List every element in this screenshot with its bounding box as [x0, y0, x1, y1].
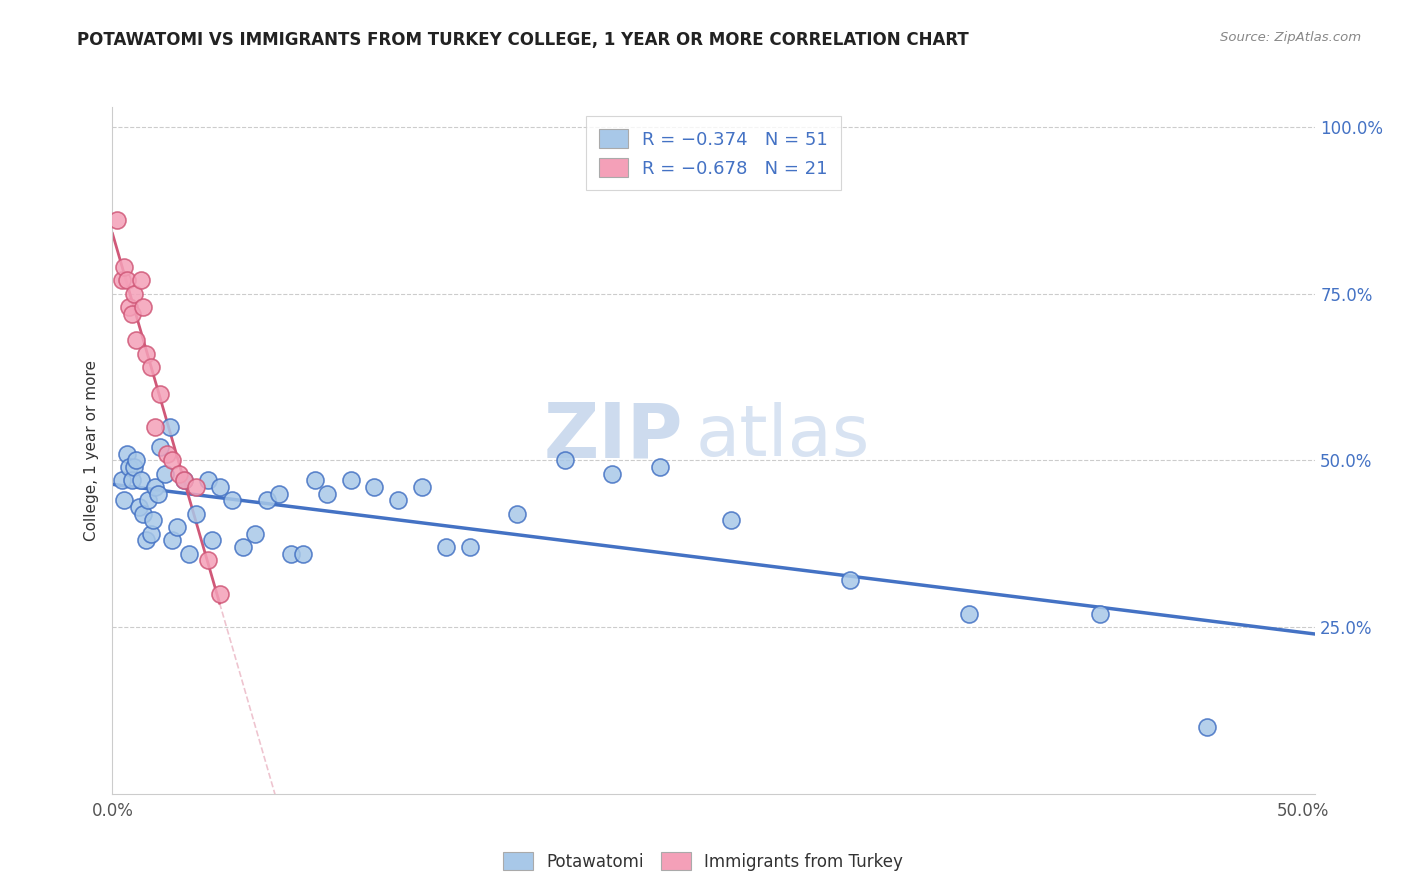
- Point: [197, 474, 219, 488]
- Point: [160, 453, 183, 467]
- Point: [208, 587, 231, 601]
- Point: [339, 474, 361, 488]
- Point: [720, 513, 742, 527]
- Point: [232, 540, 254, 554]
- Point: [166, 520, 188, 534]
- Y-axis label: College, 1 year or more: College, 1 year or more: [83, 360, 98, 541]
- Point: [256, 493, 278, 508]
- Point: [221, 493, 243, 508]
- Point: [143, 420, 166, 434]
- Point: [135, 347, 157, 361]
- Point: [149, 440, 172, 454]
- Point: [506, 507, 529, 521]
- Legend: R = −0.374   N = 51, R = −0.678   N = 21: R = −0.374 N = 51, R = −0.678 N = 21: [586, 116, 841, 190]
- Point: [139, 360, 162, 375]
- Point: [112, 260, 135, 274]
- Legend: Potawatomi, Immigrants from Turkey: Potawatomi, Immigrants from Turkey: [495, 844, 911, 880]
- Point: [291, 547, 314, 561]
- Point: [839, 574, 862, 588]
- Point: [118, 460, 141, 475]
- Point: [959, 607, 981, 621]
- Point: [363, 480, 385, 494]
- Point: [149, 386, 172, 401]
- Text: POTAWATOMI VS IMMIGRANTS FROM TURKEY COLLEGE, 1 YEAR OR MORE CORRELATION CHART: POTAWATOMI VS IMMIGRANTS FROM TURKEY COL…: [77, 31, 969, 49]
- Point: [458, 540, 481, 554]
- Point: [1090, 607, 1112, 621]
- Point: [167, 467, 190, 481]
- Point: [184, 507, 207, 521]
- Point: [121, 474, 143, 488]
- Point: [111, 273, 134, 287]
- Point: [648, 460, 671, 475]
- Point: [136, 493, 159, 508]
- Point: [177, 547, 200, 561]
- Point: [122, 286, 145, 301]
- Point: [173, 474, 195, 488]
- Point: [160, 533, 183, 548]
- Point: [1197, 720, 1219, 734]
- Text: Source: ZipAtlas.com: Source: ZipAtlas.com: [1220, 31, 1361, 45]
- Point: [387, 493, 409, 508]
- Point: [184, 480, 207, 494]
- Point: [139, 526, 162, 541]
- Point: [411, 480, 433, 494]
- Point: [159, 420, 181, 434]
- Point: [132, 507, 155, 521]
- Point: [132, 300, 155, 314]
- Point: [115, 273, 138, 287]
- Point: [118, 300, 141, 314]
- Point: [128, 500, 150, 515]
- Point: [245, 526, 267, 541]
- Point: [201, 533, 224, 548]
- Point: [129, 474, 152, 488]
- Point: [125, 334, 148, 348]
- Point: [173, 474, 195, 488]
- Point: [115, 447, 138, 461]
- Point: [146, 487, 169, 501]
- Point: [304, 474, 326, 488]
- Point: [280, 547, 302, 561]
- Point: [135, 533, 157, 548]
- Point: [122, 460, 145, 475]
- Point: [156, 447, 179, 461]
- Point: [129, 273, 152, 287]
- Point: [602, 467, 624, 481]
- Text: atlas: atlas: [696, 402, 870, 471]
- Point: [554, 453, 576, 467]
- Point: [315, 487, 337, 501]
- Point: [105, 213, 128, 227]
- Point: [434, 540, 457, 554]
- Point: [121, 307, 143, 321]
- Point: [112, 493, 135, 508]
- Point: [197, 553, 219, 567]
- Point: [143, 480, 166, 494]
- Point: [269, 487, 291, 501]
- Point: [208, 480, 231, 494]
- Text: ZIP: ZIP: [544, 400, 683, 474]
- Point: [111, 474, 134, 488]
- Point: [142, 513, 165, 527]
- Point: [153, 467, 176, 481]
- Point: [125, 453, 148, 467]
